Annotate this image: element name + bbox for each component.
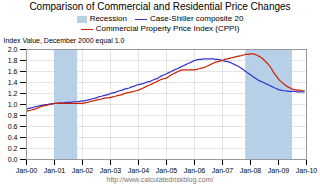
html-text:Comparison of Commercial and R: Comparison of Commercial and Residential… — [29, 1, 291, 12]
svg-text:0.8: 0.8 — [8, 112, 18, 119]
svg-text:Index Value, December 2000 equ: Index Value, December 2000 equal 1.0 — [4, 37, 125, 45]
svg-text:1.4: 1.4 — [8, 79, 18, 86]
svg-text:0.0: 0.0 — [8, 156, 18, 163]
svg-text:Jan-09: Jan-09 — [268, 167, 290, 174]
svg-text:Jan-00: Jan-00 — [16, 167, 38, 174]
svg-text:1.8: 1.8 — [8, 57, 18, 64]
svg-text:1.6: 1.6 — [8, 68, 18, 75]
svg-text:Jan-02: Jan-02 — [72, 167, 94, 174]
svg-text:Jan-05: Jan-05 — [156, 167, 178, 174]
svg-text:Jan-04: Jan-04 — [128, 167, 150, 174]
svg-text:Jan-06: Jan-06 — [184, 167, 206, 174]
html-text:http://www.calculatedriskblog.: http://www.calculatedriskblog.com/ — [106, 176, 214, 183]
svg-text:Jan-10: Jan-10 — [296, 167, 318, 174]
svg-text:Jan-08: Jan-08 — [240, 167, 262, 174]
svg-text:0.6: 0.6 — [8, 123, 18, 130]
svg-text:Jan-03: Jan-03 — [100, 167, 122, 174]
svg-text:Jan-01: Jan-01 — [44, 167, 66, 174]
html-text:Commercial Property Price Inde: Commercial Property Price Index (CPPI) — [95, 24, 240, 33]
svg-text:0.2: 0.2 — [8, 145, 18, 152]
svg-text:1.0: 1.0 — [8, 101, 18, 108]
svg-text:0.4: 0.4 — [8, 134, 18, 141]
html-text:Recession: Recession — [89, 14, 127, 23]
svg-text:2.0: 2.0 — [8, 46, 18, 53]
svg-text:1.2: 1.2 — [8, 90, 18, 97]
svg-text:Jan-07: Jan-07 — [212, 167, 234, 174]
html-text:Case-Shiller composite 20: Case-Shiller composite 20 — [150, 14, 244, 23]
